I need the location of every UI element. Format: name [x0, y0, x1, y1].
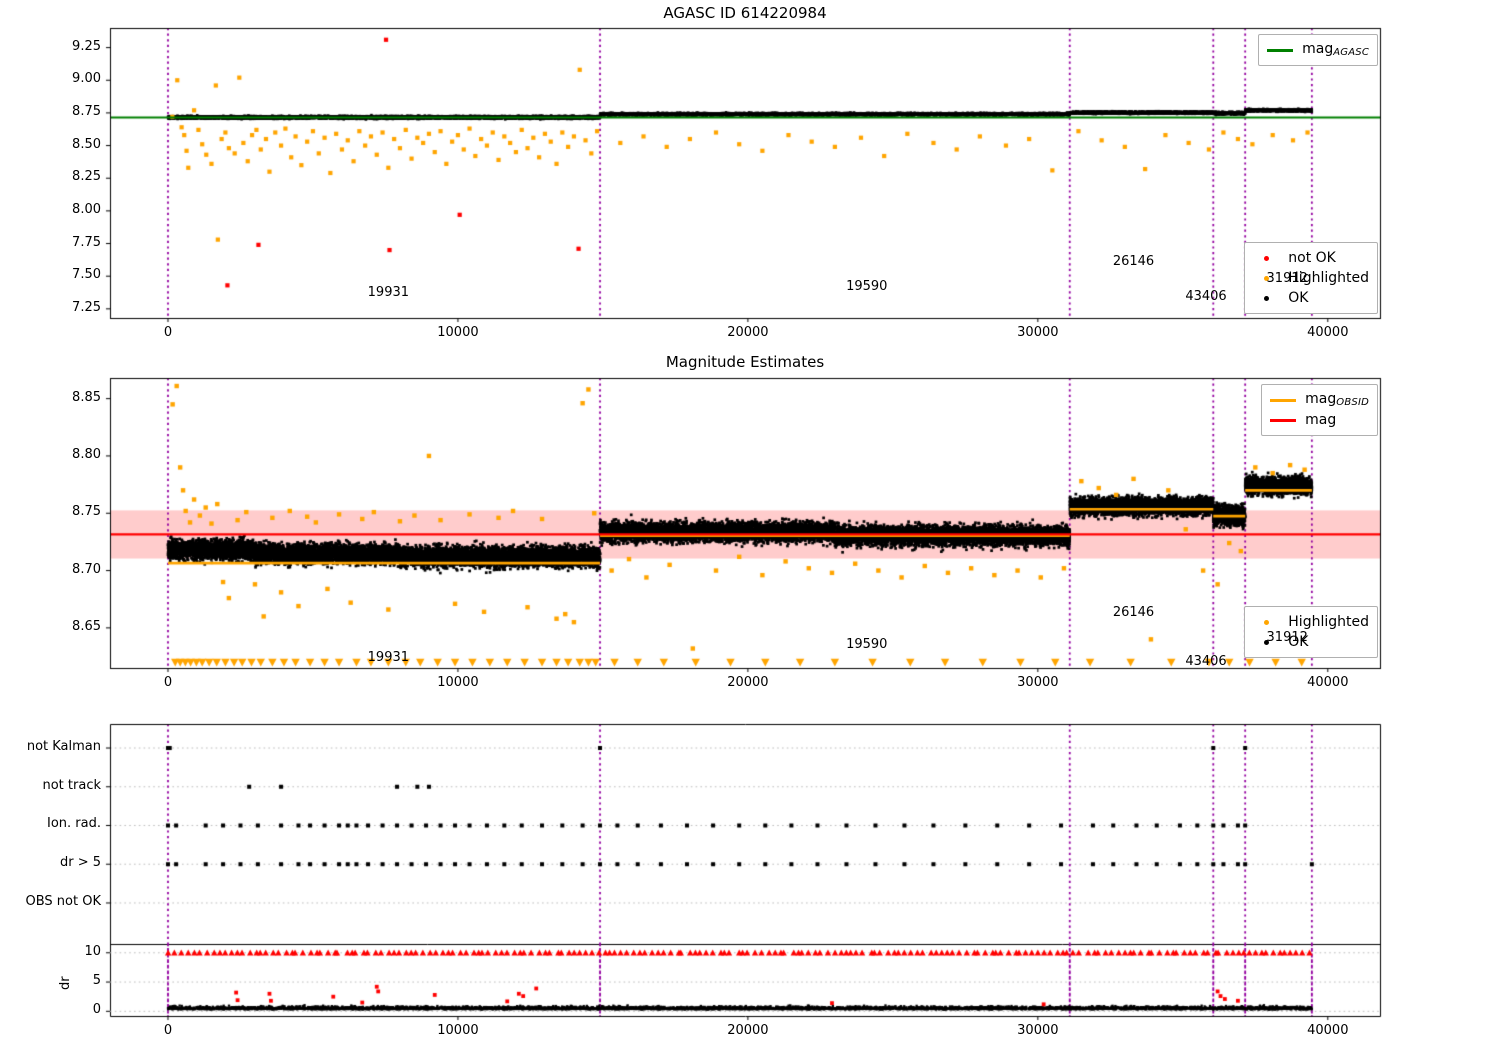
- legend-entry-mag[interactable]: magOBSID: [1270, 390, 1369, 410]
- figure-title: AGASC ID 614220984: [663, 4, 827, 22]
- panel2-xtick-20000: 20000: [727, 675, 769, 690]
- panel2-xtick-40000: 40000: [1307, 675, 1349, 690]
- dr-axis-label: dr: [58, 976, 73, 990]
- legend-entry-label: OK: [1288, 633, 1309, 650]
- dr-ytick-0: 0: [92, 1002, 101, 1018]
- panel2-ytick-8.70: 8.70: [72, 561, 101, 577]
- panel3-xtick-10000: 10000: [437, 1023, 479, 1038]
- panel1-ytick-7.25: 7.25: [72, 299, 101, 315]
- panel2-obsid-label-19590: 19590: [846, 637, 888, 653]
- legend-entry-highlighted[interactable]: Highlighted: [1253, 612, 1369, 632]
- panel1-xtick-10000: 10000: [437, 325, 479, 340]
- panel1-ytick-7.75: 7.75: [72, 234, 101, 250]
- flag-row-label-not-track: not track: [42, 777, 101, 793]
- flag-row-label-ion-rad-: Ion. rad.: [47, 816, 101, 832]
- panel1-xtick-40000: 40000: [1307, 325, 1349, 340]
- panel2-obsid-label-31912: 31912: [1266, 630, 1308, 646]
- legend-dot-swatch: [1253, 619, 1279, 625]
- flag-row-label-not-kalman: not Kalman: [26, 739, 101, 755]
- panel1-xtick-20000: 20000: [727, 325, 769, 340]
- panel2-ytick-8.85: 8.85: [72, 389, 101, 405]
- panel3-xtick-0: 0: [163, 1023, 173, 1038]
- legend-dot-swatch: [1253, 275, 1279, 281]
- legend-dot-swatch: [1253, 295, 1279, 301]
- panel2-obsid-label-19931: 19931: [367, 649, 410, 665]
- legend-line-swatch: [1270, 418, 1297, 422]
- panel1-xtick-0: 0: [163, 325, 173, 340]
- panel1-ytick-8.75: 8.75: [72, 103, 101, 119]
- legend-subscript: AGASC: [1333, 47, 1369, 59]
- legend-entry-mag[interactable]: mag: [1270, 410, 1369, 430]
- panel1-obsid-label-26146: 26146: [1112, 254, 1155, 270]
- dr-ytick-10: 10: [84, 943, 101, 959]
- panel2-xtick-0: 0: [163, 675, 173, 690]
- legend-entry-ok[interactable]: OK: [1253, 288, 1369, 308]
- panel1-ytick-9.25: 9.25: [72, 38, 101, 54]
- legend-mag-agasc[interactable]: magAGASC: [1258, 34, 1378, 66]
- legend-point-classes-panel2[interactable]: Highlighted OK: [1244, 606, 1378, 658]
- panel2-ytick-8.65: 8.65: [72, 618, 101, 634]
- legend-entry-mag[interactable]: magAGASC: [1267, 40, 1369, 60]
- legend-entry-ok[interactable]: OK: [1253, 632, 1369, 652]
- panel2-title: Magnitude Estimates: [665, 353, 825, 371]
- panel3-xtick-20000: 20000: [727, 1023, 769, 1038]
- panel3-xtick-40000: 40000: [1307, 1023, 1349, 1038]
- panel1-ytick-8.25: 8.25: [72, 169, 101, 185]
- panel2-ytick-8.80: 8.80: [72, 446, 101, 462]
- panel1-obsid-label-19590: 19590: [846, 278, 888, 294]
- legend-mag-lines-panel2[interactable]: magOBSID mag: [1261, 384, 1378, 436]
- panel2-xtick-10000: 10000: [437, 675, 479, 690]
- flag-row-label-obs-not-ok: OBS not OK: [25, 893, 102, 909]
- legend-subscript: OBSID: [1336, 397, 1369, 409]
- legend-dot-swatch: [1253, 255, 1279, 261]
- legend-line-swatch: [1267, 48, 1294, 52]
- legend-entry-label: magOBSID: [1305, 391, 1369, 409]
- panel3-xtick-30000: 30000: [1017, 1023, 1059, 1038]
- panel2-ytick-8.75: 8.75: [72, 504, 101, 520]
- legend-entry-not-ok[interactable]: not OK: [1253, 248, 1369, 268]
- legend-entry-label: Highlighted: [1288, 613, 1369, 630]
- panel1-obsid-label-43406: 43406: [1185, 289, 1227, 305]
- legend-line-swatch: [1270, 398, 1297, 402]
- panel1-obsid-label-19931: 19931: [367, 285, 410, 301]
- panel1-xtick-30000: 30000: [1017, 325, 1059, 340]
- panel1-ytick-8.00: 8.00: [72, 201, 101, 217]
- legend-dot-swatch: [1253, 639, 1279, 645]
- legend-entry-label: magAGASC: [1302, 41, 1369, 59]
- panel1-ytick-8.50: 8.50: [72, 136, 101, 152]
- panel1-obsid-label-31912: 31912: [1266, 271, 1308, 287]
- legend-entry-label: mag: [1305, 411, 1337, 428]
- legend-entry-highlighted[interactable]: Highlighted: [1253, 268, 1369, 288]
- dr-ytick-5: 5: [92, 973, 101, 989]
- panel2-obsid-label-43406: 43406: [1185, 654, 1227, 670]
- legend-entry-label: OK: [1288, 289, 1309, 306]
- panel1-ytick-7.50: 7.50: [72, 267, 101, 283]
- legend-entry-label: not OK: [1288, 249, 1336, 266]
- panel2-xtick-30000: 30000: [1017, 675, 1059, 690]
- legend-point-classes-panel1[interactable]: not OK Highlighted OK: [1244, 242, 1378, 314]
- flag-row-label-dr-5: dr > 5: [59, 855, 101, 871]
- panel1-ytick-9.00: 9.00: [72, 71, 101, 87]
- panel2-obsid-label-26146: 26146: [1112, 605, 1155, 621]
- legend-entry-label: Highlighted: [1288, 269, 1369, 286]
